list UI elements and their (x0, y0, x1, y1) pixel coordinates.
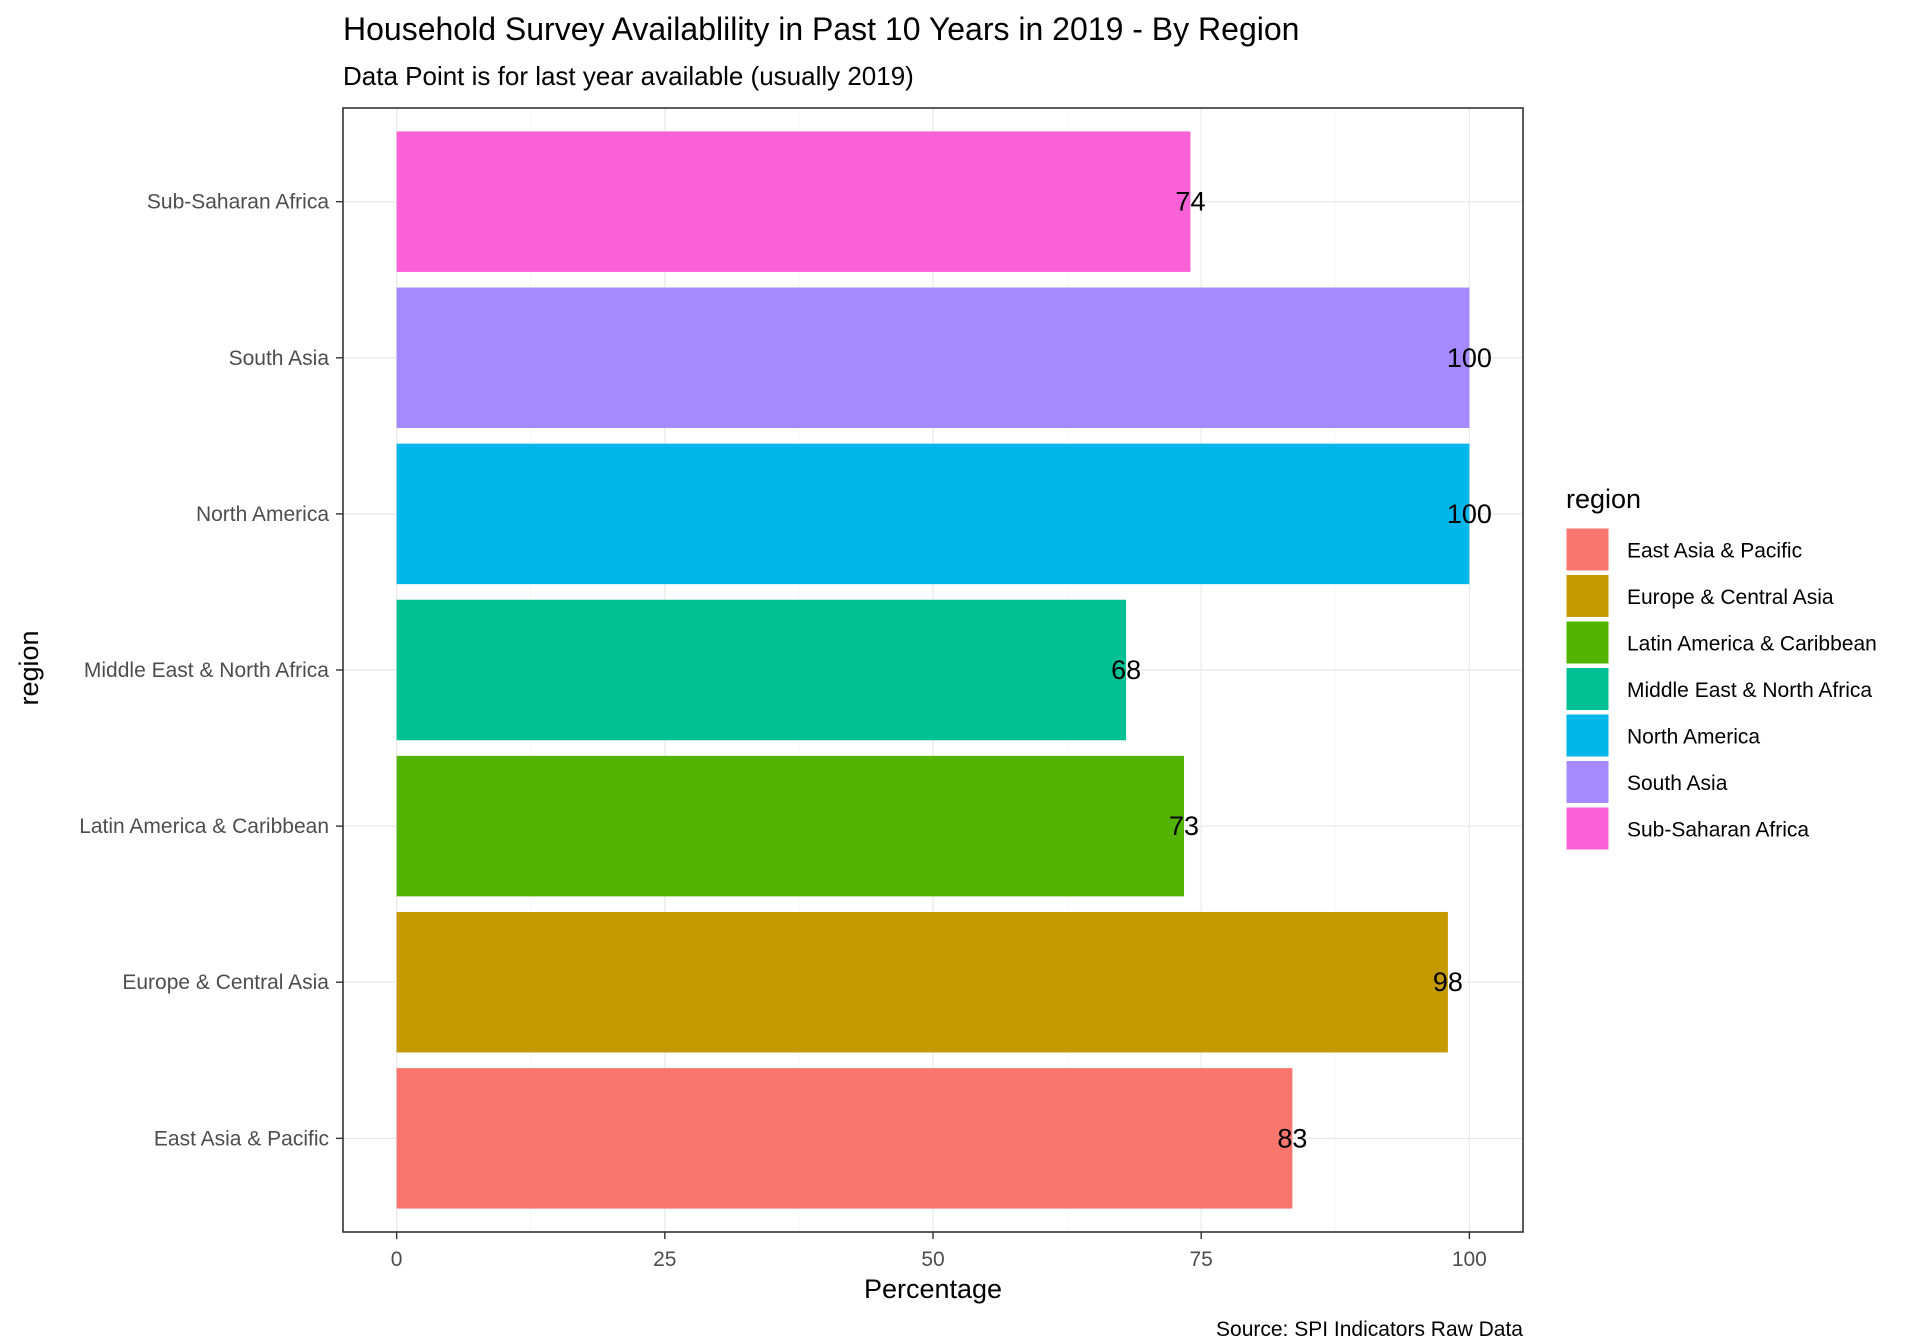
x-tick-label: 75 (1190, 1248, 1213, 1271)
bar-latin-america-and-caribbean (396, 755, 1185, 897)
x-tick-label: 0 (391, 1248, 403, 1271)
chart-caption: Source: SPI Indicators Raw Data (1216, 1318, 1523, 1341)
chart-subtitle: Data Point is for last year available (u… (343, 61, 914, 91)
legend-label-europe-and-central-asia: Europe & Central Asia (1627, 586, 1834, 609)
data-label-europe-and-central-asia: 98 (1433, 967, 1463, 997)
legend: region East Asia & Pacific Europe & Centr… (1565, 484, 1877, 851)
legend-key-middle-east-and-north-africa (1565, 667, 1610, 711)
bars (396, 131, 1470, 1209)
x-axis-title: Percentage (864, 1274, 1002, 1304)
y-tick-label-north-america: North America (196, 503, 329, 526)
legend-key-sub-saharan-africa (1565, 806, 1610, 851)
x-axis: 0 25 50 75 100 (391, 1232, 1487, 1271)
legend-title: region (1566, 484, 1641, 514)
bar-europe-and-central-asia (396, 911, 1448, 1053)
chart-title: Household Survey Availablility in Past 1… (343, 11, 1299, 47)
x-tick-label: 25 (653, 1248, 676, 1271)
y-tick-label-latin-america-and-caribbean: Latin America & Caribbean (79, 815, 329, 838)
legend-key-europe-and-central-asia (1565, 574, 1610, 618)
data-label-east-asia-and-pacific: 83 (1277, 1123, 1307, 1153)
legend-label-sub-saharan-africa: Sub-Saharan Africa (1627, 819, 1809, 842)
data-label-sub-saharan-africa: 74 (1175, 187, 1205, 217)
bar-north-america (396, 443, 1470, 585)
data-labels: 83 98 73 68 100 100 74 (1111, 187, 1492, 1154)
x-tick-label: 100 (1452, 1248, 1487, 1271)
y-tick-label-south-asia: South Asia (229, 347, 330, 370)
data-label-north-america: 100 (1447, 499, 1492, 529)
bar-sub-saharan-africa (396, 131, 1191, 272)
legend-label-south-asia: South Asia (1627, 772, 1728, 795)
bar-middle-east-and-north-africa (396, 599, 1127, 741)
y-tick-label-europe-and-central-asia: Europe & Central Asia (122, 971, 329, 994)
legend-label-north-america: North America (1627, 726, 1760, 749)
y-axis: East Asia & Pacific Europe & Central Asia… (79, 191, 343, 1150)
y-tick-label-middle-east-and-north-africa: Middle East & North Africa (84, 659, 329, 682)
bar-south-asia (396, 287, 1470, 429)
legend-label-east-asia-and-pacific: East Asia & Pacific (1627, 540, 1802, 563)
bar-east-asia-and-pacific (396, 1068, 1293, 1209)
legend-label-middle-east-and-north-africa: Middle East & North Africa (1627, 679, 1872, 702)
legend-key-latin-america-and-caribbean (1565, 620, 1610, 665)
legend-key-east-asia-and-pacific (1565, 527, 1610, 572)
legend-items: East Asia & Pacific Europe & Central Asia… (1565, 527, 1877, 851)
data-label-south-asia: 100 (1447, 343, 1492, 373)
data-label-latin-america-and-caribbean: 73 (1169, 811, 1199, 841)
legend-label-latin-america-and-caribbean: Latin America & Caribbean (1627, 633, 1877, 656)
y-axis-title: region (14, 630, 44, 705)
y-tick-label-sub-saharan-africa: Sub-Saharan Africa (147, 191, 329, 214)
x-tick-label: 50 (921, 1248, 944, 1271)
y-tick-label-east-asia-and-pacific: East Asia & Pacific (154, 1127, 329, 1150)
legend-key-north-america (1565, 713, 1610, 758)
data-label-middle-east-and-north-africa: 68 (1111, 655, 1141, 685)
legend-key-south-asia (1565, 760, 1610, 804)
